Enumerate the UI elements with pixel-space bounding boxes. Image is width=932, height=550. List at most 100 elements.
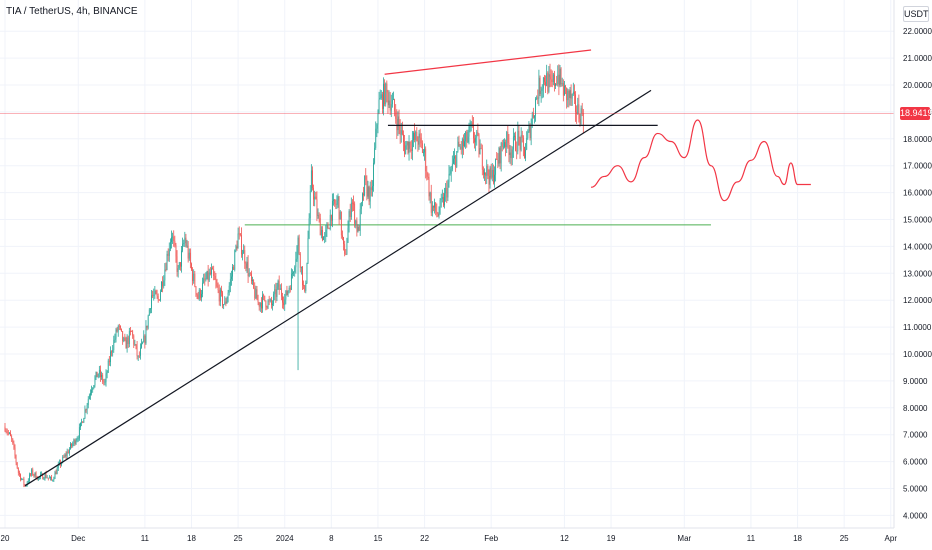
candle-body [19, 472, 20, 475]
candle-body [484, 172, 485, 175]
candle-body [116, 329, 118, 332]
candle-body [360, 202, 362, 210]
candle-body [268, 300, 270, 302]
candle-body [530, 125, 532, 139]
candle-body [343, 237, 344, 245]
y-tick-label: 14.0000 [903, 242, 932, 251]
candle-body [430, 192, 432, 213]
candle-body [193, 273, 195, 282]
candle-body [576, 111, 578, 114]
candle-body [556, 83, 558, 85]
candle-body [426, 171, 428, 177]
candle-body [7, 432, 9, 434]
candle-body [537, 97, 539, 99]
candle-body [324, 236, 326, 238]
candle-body [313, 188, 314, 200]
time-axis[interactable]: 20Dec111825202481522Feb1219Mar111825Apr8 [0, 527, 932, 543]
x-tick-label: 18 [793, 534, 802, 543]
candle-body [507, 132, 509, 143]
candle-body [266, 307, 268, 308]
candle-body [479, 148, 481, 155]
candle-body [499, 148, 501, 164]
candle-body [444, 193, 445, 206]
candle-body [582, 113, 584, 125]
x-tick-label: 11 [747, 534, 756, 543]
candle-body [534, 115, 535, 118]
candle-body [394, 99, 396, 112]
candle-body [233, 266, 235, 270]
candle-body [155, 290, 157, 294]
candle-body [177, 268, 179, 272]
candle-body [227, 292, 229, 299]
candle-body [461, 139, 463, 150]
x-tick-label: 15 [374, 534, 383, 543]
currency-unit-button[interactable]: USDT [903, 6, 929, 22]
candle-body [111, 351, 112, 353]
candle-body [86, 404, 88, 411]
candle-body [158, 299, 160, 301]
candle-body [173, 236, 175, 241]
price-axis[interactable]: 4.0000 5.0000 6.0000 7.0000 8.0000 9.0000 10.0… [893, 0, 932, 528]
candle-body [192, 269, 193, 282]
candle-body [359, 209, 361, 231]
candle-body [147, 315, 149, 328]
candle-body [183, 243, 185, 244]
candle-body [81, 421, 82, 423]
candle-body [476, 132, 478, 138]
candle-body [569, 90, 571, 98]
candle-body [566, 87, 568, 101]
candle-body [344, 244, 346, 254]
candle-body [151, 295, 152, 309]
candle-body [526, 138, 528, 150]
candle-body [133, 335, 135, 345]
candle-body [132, 331, 134, 336]
candle-body [30, 474, 31, 476]
candle-body [474, 138, 475, 143]
candle-body [457, 141, 459, 152]
candle-body [34, 472, 36, 476]
candle-body [164, 269, 166, 281]
candle-body [443, 197, 444, 206]
candle-body [92, 388, 94, 390]
x-tick-label: 20 [1, 534, 10, 543]
candle-body [521, 135, 523, 138]
candle-body [225, 301, 227, 304]
candle-body [309, 190, 311, 219]
candle-body [318, 215, 320, 219]
candle-body [242, 253, 243, 255]
candle-body [536, 97, 538, 99]
candle-body [437, 213, 439, 217]
y-tick-label: 9.0000 [903, 377, 928, 386]
candle-body [362, 193, 363, 203]
candle-body [398, 116, 400, 126]
candle-body [568, 90, 570, 98]
x-tick-label: 22 [420, 534, 429, 543]
candle-body [191, 263, 192, 270]
candle-body [76, 438, 78, 441]
candle-body [327, 225, 329, 229]
candle-body [5, 431, 7, 432]
candle-body [277, 280, 279, 287]
candle-body [397, 116, 399, 131]
candle-body [390, 104, 392, 111]
candle-body [338, 196, 340, 220]
candle-body [374, 147, 376, 163]
candle-body [520, 135, 522, 150]
candle-body [545, 81, 546, 86]
y-tick-label: 8.0000 [903, 404, 928, 413]
candle-body [409, 141, 411, 149]
candle-body [124, 337, 126, 341]
candle-body [427, 176, 429, 178]
candle-body [373, 162, 374, 187]
candle-body [425, 148, 427, 172]
candle-body [349, 211, 351, 217]
candle-body [176, 256, 178, 272]
candle-body [384, 83, 386, 105]
candle-body [317, 215, 319, 217]
candle-body [364, 175, 366, 196]
candle-body [365, 175, 367, 180]
candle-body [105, 373, 107, 382]
candle-body [121, 328, 122, 332]
candle-body [378, 99, 380, 114]
